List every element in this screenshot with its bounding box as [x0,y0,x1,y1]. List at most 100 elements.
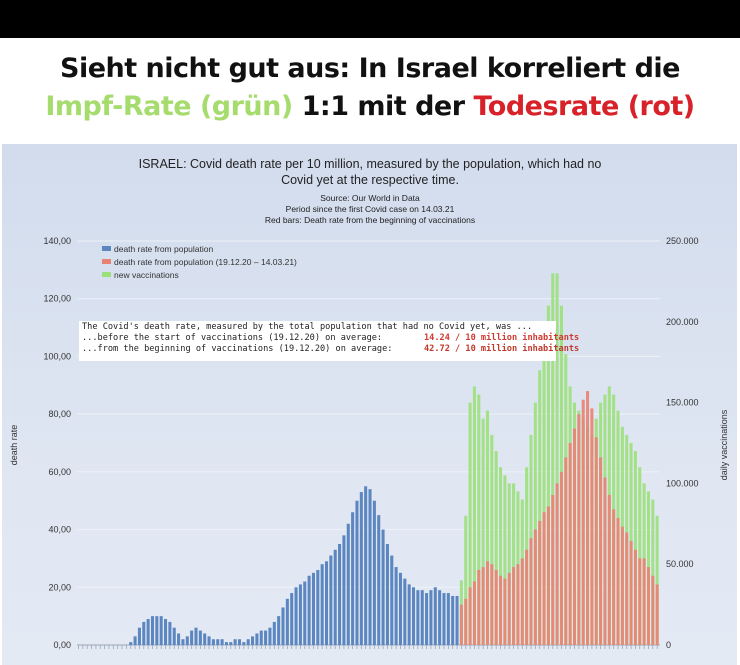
y-tick-label: 140,00 [43,236,71,246]
legend-label: new vaccinations [114,270,179,280]
y-axis-label: death rate [9,425,19,466]
death-rate-bar [429,590,433,645]
y-axis-ticks: 0,00 20,00 40,00 60,00 80,00 100,00 120,00 140,… [43,236,71,650]
death-rate-bar [177,633,181,645]
death-rate-bar [198,630,202,645]
death-rate-bar [403,578,407,645]
chart-source-line-1: Source: Our World in Data [320,193,420,203]
death-rate-bar [142,621,146,645]
legend: death rate from population death rate fro… [102,244,297,280]
death-rate-bar [129,642,133,645]
death-rate-vaccination-bar [468,587,472,645]
death-rate-vaccination-bar [529,538,533,645]
death-rate-bar [398,572,403,645]
death-rate-vaccination-bar [629,541,633,645]
chart-title-line-2: Covid yet at the respective time. [281,173,459,187]
vaccination-bar [490,434,494,645]
death-rate-bar [290,593,294,645]
vaccination-bar [494,451,498,645]
y-tick-label: 100,00 [43,351,71,361]
vaccination-bar [472,386,476,645]
vaccination-bar [542,337,546,645]
legend-label: death rate from population [114,244,214,254]
death-rate-vaccination-bar [494,569,498,645]
death-rate-bar [277,616,281,645]
info-value-before: 14.24 / 10 million inhabitants [424,333,580,343]
death-rate-vaccination-bar [586,391,590,645]
death-rate-vaccination-bar [459,604,463,645]
vaccination-bar [468,402,472,645]
headline-middle-part: 1:1 mit der [292,91,474,122]
death-rate-vaccination-bar [490,564,494,645]
death-rate-bar [355,500,359,645]
death-rate-vaccination-bar [481,567,485,645]
y2-tick-label: 250.000 [666,236,699,246]
death-rate-vaccination-bar [577,414,581,645]
death-rate-bar [433,587,437,645]
death-rate-bar [185,636,189,645]
death-rate-bar [272,621,276,645]
series-death-rate [129,486,459,645]
vaccination-bar [507,483,511,645]
death-rate-bar [194,627,198,645]
y-tick-label: 60,00 [48,467,71,477]
vaccination-bar [464,515,468,645]
series-death-rate-vaccination-period [459,391,659,645]
chart-source-line-3: Red bars: Death rate from the beginning … [265,215,475,225]
death-rate-vaccination-bar [464,598,468,645]
y-tick-label: 0,00 [53,640,71,650]
death-rate-vaccination-bar [564,457,568,645]
vaccination-bar [538,370,542,645]
death-rate-bar [259,630,263,645]
y-tick-label: 20,00 [48,582,71,592]
death-rate-bar [159,616,163,645]
vaccination-bar [555,273,559,645]
death-rate-bar [164,619,168,645]
legend-swatch [102,246,111,251]
death-rate-bar [155,616,159,645]
death-rate-bar [420,590,424,645]
death-rate-bar [412,587,416,645]
death-rate-bar [268,627,272,645]
death-rate-bar [133,636,137,645]
death-rate-vaccination-bar [572,428,577,645]
x-axis-ticks [78,645,658,649]
death-rate-vaccination-bar [603,477,607,645]
death-rate-vaccination-bar [485,561,490,645]
top-black-bar [0,0,740,38]
death-rate-bar [172,627,176,645]
chart-title-line-1: ISRAEL: Covid death rate per 10 million,… [139,157,602,171]
death-rate-bar [394,567,398,645]
death-rate-bar [229,642,233,645]
death-rate-bar [372,500,376,645]
death-rate-vaccination-bar [581,399,585,645]
death-rate-vaccination-bar [616,518,620,645]
death-rate-bar [342,535,346,645]
death-rate-bar [351,512,355,645]
death-rate-vaccination-bar [633,549,637,645]
death-rate-bar [455,595,459,645]
death-rate-bar [368,489,372,645]
death-rate-bar [338,544,342,645]
vaccination-bar [633,451,637,645]
info-line-1: The Covid's death rate, measured by the … [82,322,553,333]
headline-red-part: Todesrate (rot) [473,91,695,122]
vaccination-bar [499,467,503,645]
death-rate-bar [168,621,172,645]
death-rate-bar [181,639,185,645]
y2-tick-label: 0 [666,640,671,650]
average-info-box: The Covid's death rate, measured by the … [79,321,579,361]
y2-tick-label: 200.000 [666,317,699,327]
death-rate-vaccination-bar [477,569,481,645]
y-tick-label: 80,00 [48,409,71,419]
death-rate-bar [320,564,324,645]
death-rate-bar [333,549,337,645]
death-rate-bar [311,572,315,645]
death-rate-vaccination-bar [655,584,659,645]
death-rate-bar [438,590,442,645]
y2-axis-ticks: 0 50.000 100.000 150.000 200.000 250.000 [666,236,699,650]
death-rate-bar [216,639,220,645]
vaccination-bar [651,499,655,645]
death-rate-bar [307,575,311,645]
death-rate-vaccination-bar [590,408,594,645]
